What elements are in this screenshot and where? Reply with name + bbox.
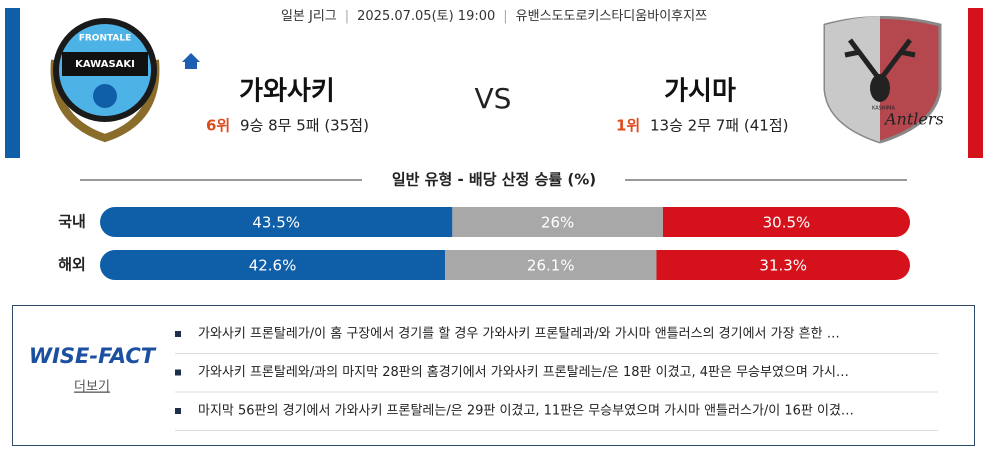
segment-label: 26%	[541, 214, 574, 232]
home-rank: 6위	[206, 117, 230, 135]
bar	[100, 250, 910, 280]
bullet	[175, 408, 181, 414]
segment-label: 30.5%	[763, 214, 811, 232]
home-name: 가와사키	[239, 77, 335, 107]
bar-segment	[452, 207, 663, 237]
away-stripe	[968, 8, 983, 158]
bar	[100, 207, 910, 237]
odds-title: 일반 유형 - 배당 산정 승률 (%)	[392, 171, 596, 189]
home-record: 9승 8무 5패 (35점)	[240, 117, 369, 135]
segment-label: 26.1%	[527, 257, 575, 275]
fact-text: 가와사키 프론탈레와/과의 마지막 28판의 홈경기에서 가와사키 프론탈레는/…	[198, 365, 849, 380]
datetime: 2025.07.05(토) 19:00	[357, 9, 495, 24]
home-stripe	[5, 8, 20, 158]
bar-segment	[100, 250, 446, 280]
odds-rows: 국내 43.5% 26% 30.5% 해외 42.6% 26.1% 31.3%	[58, 207, 910, 280]
fact-list: 가와사키 프론탈레가/이 홈 구장에서 경기를 할 경우 가와사키 프론탈레과/…	[175, 327, 938, 431]
venue: 유밴스도도로키스타디움바이후지쯔	[516, 9, 707, 24]
logo-text: KAWASAKI	[75, 59, 135, 70]
fact-text: 가와사키 프론탈레가/이 홈 구장에서 경기를 할 경우 가와사키 프론탈레과/…	[198, 327, 840, 342]
logo-text: Antlers	[883, 110, 944, 129]
wise-fact-box	[12, 305, 975, 446]
away-rank: 1위	[616, 117, 640, 135]
away-name: 가시마	[664, 77, 736, 107]
logo-text: FRONTALE	[79, 34, 132, 44]
wise-fact-logo: WISE-FACT	[29, 344, 157, 368]
row-label: 해외	[58, 256, 86, 274]
bar-segment	[100, 207, 453, 237]
fact-text: 마지막 56판의 경기에서 가와사키 프론탈레는/은 29판 이겼고, 11판은…	[198, 404, 854, 419]
logo-text: KASHIMA	[872, 106, 895, 112]
home-icon[interactable]	[182, 53, 200, 69]
away-logo: KASHIMA Antlers	[823, 16, 944, 144]
bar-segment	[662, 207, 910, 237]
away-record: 13승 2무 7패 (41점)	[650, 117, 788, 135]
segment-label: 42.6%	[249, 257, 297, 275]
bar-segment	[656, 250, 910, 280]
bar-segment	[445, 250, 657, 280]
bullet	[175, 331, 181, 337]
vs: VS	[475, 82, 512, 115]
league: 일본 J리그	[281, 9, 337, 24]
segment-label: 43.5%	[252, 214, 300, 232]
bullet	[175, 369, 181, 376]
row-label: 국내	[58, 213, 86, 231]
home-logo: FRONTALE KAWASAKI	[50, 18, 160, 143]
match-info: 일본 J리그 | 2025.07.05(토) 19:00 | 유밴스도도로키스타디움바이…	[281, 9, 707, 24]
segment-label: 31.3%	[759, 257, 807, 275]
more-link[interactable]: 더보기	[74, 380, 110, 395]
